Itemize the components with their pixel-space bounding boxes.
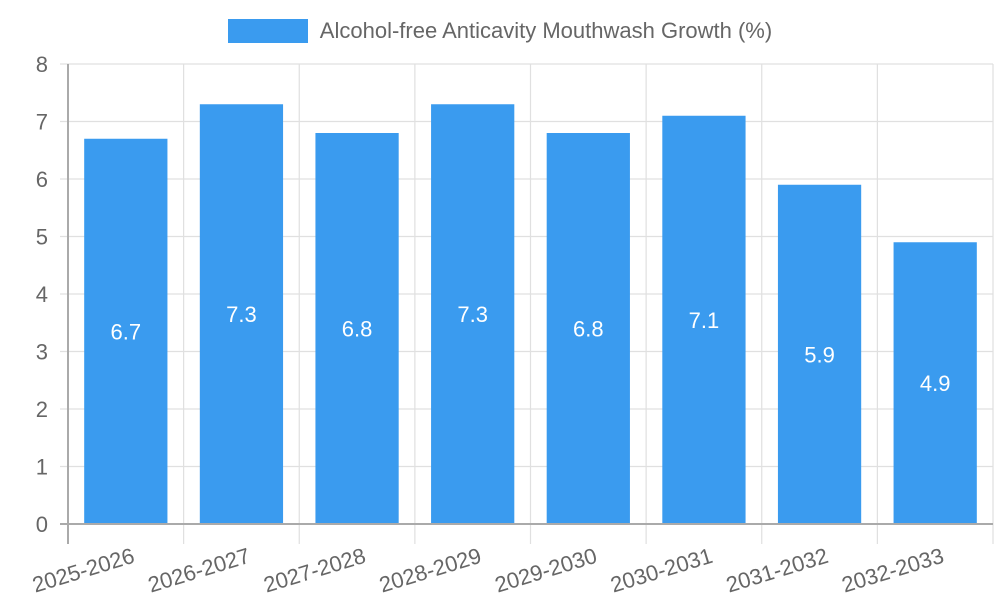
x-axis-labels: 2025-2026 2026-2027 2027-2028 2028-2029 2029… xyxy=(29,543,946,598)
bars xyxy=(84,104,977,524)
x-tick-label: 2025-2026 xyxy=(29,543,137,598)
y-tick-label: 4 xyxy=(36,282,48,307)
y-tick-label: 2 xyxy=(36,397,48,422)
data-label: 6.8 xyxy=(342,317,373,342)
y-tick-label: 1 xyxy=(36,455,48,480)
data-label: 7.3 xyxy=(226,302,257,327)
data-label: 6.7 xyxy=(111,319,142,344)
y-tick-label: 3 xyxy=(36,340,48,365)
y-tick-label: 0 xyxy=(36,512,48,537)
bar-2029-2030[interactable] xyxy=(546,133,630,524)
axes xyxy=(60,64,993,544)
x-tick-label: 2032-2033 xyxy=(839,543,947,598)
bar-2031-2032[interactable] xyxy=(777,184,862,524)
y-tick-label: 6 xyxy=(36,167,48,192)
x-tick-label: 2027-2028 xyxy=(261,543,369,598)
x-tick-label: 2031-2032 xyxy=(723,543,831,598)
data-label: 7.3 xyxy=(457,302,488,327)
y-tick-label: 8 xyxy=(36,52,48,77)
data-label: 7.1 xyxy=(689,308,720,333)
data-labels: 6.7 7.3 6.8 7.3 6.8 7.1 5.9 4.9 xyxy=(111,302,951,396)
legend-label[interactable]: Alcohol-free Anticavity Mouthwash Growth… xyxy=(319,18,773,43)
x-tick-label: 2029-2030 xyxy=(492,543,600,598)
data-label: 5.9 xyxy=(804,342,835,367)
x-tick-label: 2026-2027 xyxy=(145,543,253,598)
y-axis-labels: 0 1 2 3 4 5 6 7 8 xyxy=(36,52,48,537)
bar-2030-2031[interactable] xyxy=(662,115,746,524)
data-label: 6.8 xyxy=(573,317,604,342)
bar-2025-2026[interactable] xyxy=(84,138,168,524)
x-tick-label: 2028-2029 xyxy=(376,543,484,598)
bar-2032-2033[interactable] xyxy=(893,242,977,524)
data-label: 4.9 xyxy=(920,371,951,396)
chart-legend: Alcohol-free Anticavity Mouthwash Growth… xyxy=(0,18,1000,44)
legend-swatch[interactable] xyxy=(227,19,308,43)
x-tick-label: 2030-2031 xyxy=(607,543,715,598)
y-tick-label: 7 xyxy=(36,110,48,135)
y-tick-label: 5 xyxy=(36,225,48,250)
bar-2026-2027[interactable] xyxy=(199,104,284,524)
bar-2027-2028[interactable] xyxy=(315,133,399,524)
bar-2028-2029[interactable] xyxy=(431,104,515,524)
